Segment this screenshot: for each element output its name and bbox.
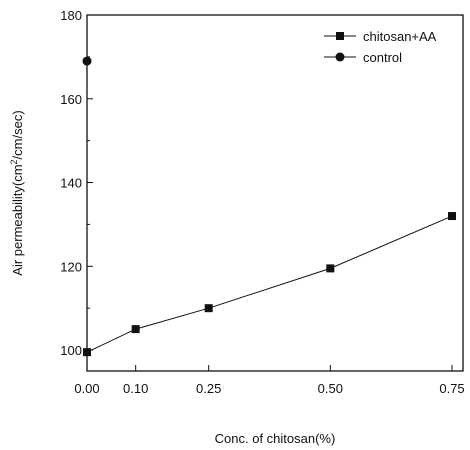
data-point-square — [83, 348, 91, 357]
x-tick-label: 0.75 — [439, 381, 464, 396]
legend-marker-circle — [335, 52, 345, 62]
y-axis-label: Air permeability(cm2/cm/sec) — [9, 110, 25, 275]
legend-marker-square — [336, 32, 344, 40]
data-point-square — [131, 325, 140, 334]
x-tick-label: 0.50 — [318, 381, 343, 396]
legend-label-chitosan-aa: chitosan+AA — [363, 29, 437, 44]
y-tick-label: 120 — [60, 259, 82, 274]
data-point-circle — [82, 56, 92, 66]
y-axis: 100 120 140 160 180 — [60, 8, 93, 358]
legend: chitosan+AA control — [324, 29, 437, 65]
series-layer — [82, 56, 456, 357]
y-tick-label: 180 — [60, 8, 82, 23]
y-tick-label: 100 — [60, 343, 82, 358]
y-tick-label: 140 — [60, 176, 82, 191]
x-tick-label: 0.10 — [123, 381, 148, 396]
x-axis: 0.00 0.10 0.25 0.50 0.75 — [74, 365, 465, 396]
data-point-square — [326, 264, 335, 273]
y-axis-label-tail: /cm/sec) — [10, 110, 25, 159]
data-point-square — [204, 304, 213, 313]
data-point-square — [448, 212, 456, 221]
series-chitosan-aa — [83, 212, 456, 357]
legend-label-control: control — [363, 50, 402, 65]
x-axis-label: Conc. of chitosan(%) — [215, 431, 336, 446]
y-axis-label-main: Air permeability(cm — [10, 164, 25, 275]
y-axis-label-superscript: 2 — [9, 159, 19, 164]
legend-entry-chitosan-aa: chitosan+AA — [324, 29, 437, 44]
plot-frame — [86, 14, 464, 372]
x-tick-label: 0.25 — [196, 381, 221, 396]
series-control — [82, 56, 92, 66]
legend-entry-control: control — [324, 50, 402, 65]
x-tick-label: 0.00 — [74, 381, 99, 396]
y-tick-label: 160 — [60, 92, 82, 107]
series-line — [86, 215, 453, 353]
